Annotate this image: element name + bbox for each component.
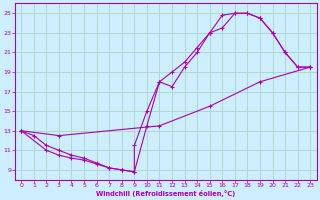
- X-axis label: Windchill (Refroidissement éolien,°C): Windchill (Refroidissement éolien,°C): [96, 190, 236, 197]
